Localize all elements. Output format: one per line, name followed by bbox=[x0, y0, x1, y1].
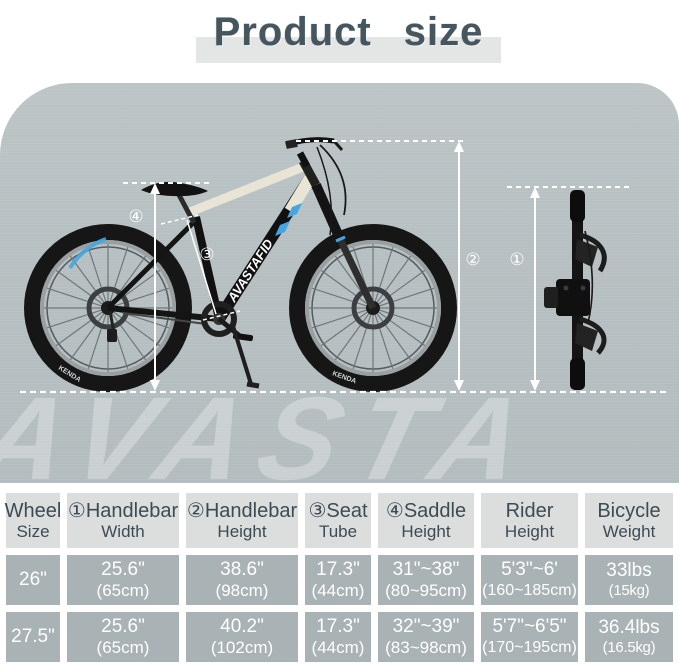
table-cell-r0-c3: 17.3" (44cm) bbox=[305, 555, 371, 605]
front-fork bbox=[311, 182, 377, 310]
table-cell-r1-c1: 25.6" (65cm) bbox=[67, 612, 179, 662]
table-cell-r1-c0: 27.5" bbox=[6, 612, 60, 662]
handlebar-side bbox=[285, 137, 347, 236]
table-cell-r1-c3: 17.3" (44cm) bbox=[305, 612, 371, 662]
size-table: Wheel Size ①Handlebar Width ②Handlebar Height… bbox=[5, 493, 673, 662]
dimension-handlebar-width: ① bbox=[507, 186, 633, 391]
header-cell-2: ②Handlebar Height bbox=[186, 493, 298, 548]
front-wheel: KENDA bbox=[289, 224, 457, 392]
photo-panel: AVASTA KENDA bbox=[0, 83, 679, 483]
side-view-bike: KENDA KENDA bbox=[24, 137, 457, 392]
table-cell-r1-c6: 36.4lbs (16.5kg) bbox=[585, 612, 673, 662]
table-cell-r0-c2: 38.6" (98cm) bbox=[186, 555, 298, 605]
measurement-annotations: ④ ② ③ bbox=[20, 140, 668, 394]
table-cell-r0-c0: 26" bbox=[6, 555, 60, 605]
dimension-handlebar-height: ② bbox=[296, 140, 481, 391]
table-cell-r0-c6: 33lbs (15kg) bbox=[585, 555, 673, 605]
callout-4: ④ bbox=[128, 207, 143, 227]
header-cell-0: Wheel Size bbox=[5, 493, 61, 548]
table-cell-r1-c2: 40.2" (102cm) bbox=[186, 612, 298, 662]
table-cell-r1-c4: 32"~39" (83~98cm) bbox=[378, 612, 474, 662]
page-title: Product size bbox=[213, 10, 484, 54]
header-cell-5: Rider Height bbox=[481, 493, 578, 548]
dimension-seat-tube: ③ bbox=[160, 214, 241, 321]
callout-2: ② bbox=[465, 250, 480, 270]
header-cell-6: Bicycle Weight bbox=[585, 493, 673, 548]
table-cell-r0-c1: 25.6" (65cm) bbox=[67, 555, 179, 605]
table-cell-r0-c4: 31"~38" (80~95cm) bbox=[378, 555, 474, 605]
table-cell-r1-c5: 5'7"~6'5" (170~195cm) bbox=[481, 612, 578, 662]
table-cell-r0-c5: 5'3"~6' (160~185cm) bbox=[481, 555, 578, 605]
callout-1: ① bbox=[509, 250, 524, 270]
header-cell-3: ③Seat Tube bbox=[305, 493, 371, 548]
header-cell-4: ④Saddle Height bbox=[378, 493, 474, 548]
front-view-handlebar bbox=[544, 190, 607, 390]
frame-brand-text: AVASTAFID bbox=[224, 236, 276, 305]
title-underline-band bbox=[196, 37, 501, 63]
kickstand bbox=[231, 325, 260, 389]
header-cell-1: ①Handlebar Width bbox=[67, 493, 179, 548]
bike-measurement-scene: KENDA KENDA bbox=[20, 137, 668, 394]
callout-3: ③ bbox=[199, 245, 214, 265]
dimension-saddle-height: ④ bbox=[123, 182, 212, 391]
